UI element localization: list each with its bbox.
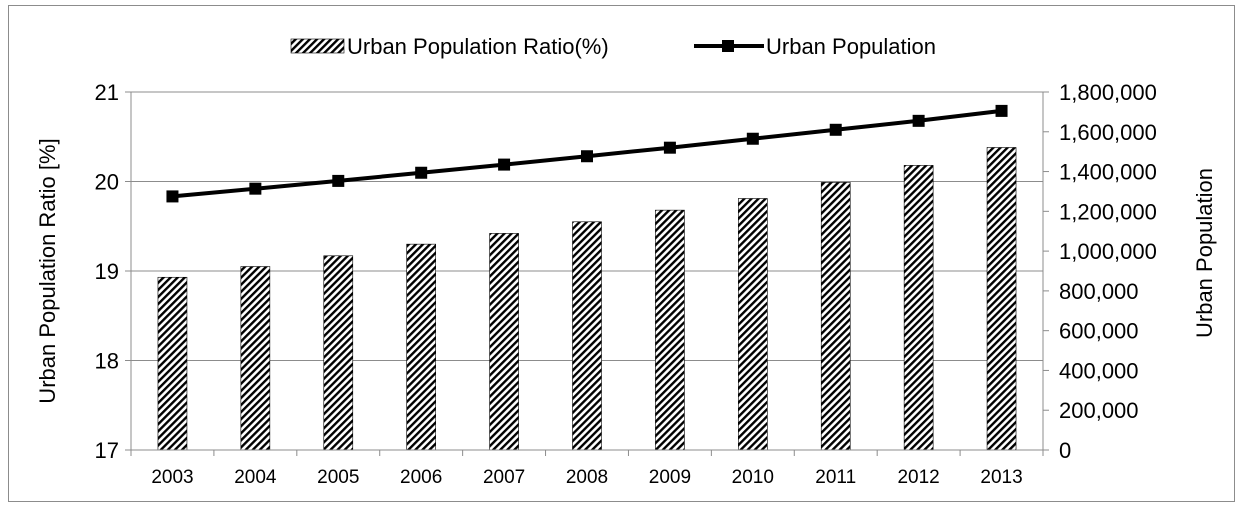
bar-2009 [655, 209, 685, 451]
x-tick-label: 2005 [317, 467, 359, 488]
left-tick-label: 21 [95, 80, 119, 105]
legend-line-label: Urban Population [766, 34, 936, 59]
chart-frame: 17 18 19 20 21 0 200,000 400,000 600,000 800,000 1… [8, 5, 1235, 502]
right-tick-label: 0 [1059, 438, 1071, 463]
bar-2006 [406, 243, 436, 451]
x-tick-label: 2006 [400, 467, 442, 488]
marker-2009 [663, 141, 676, 154]
x-tick-label: 2012 [897, 467, 939, 488]
legend-bar-label: Urban Population Ratio(%) [347, 34, 609, 59]
marker-2006 [415, 166, 428, 179]
marker-2012 [912, 114, 925, 127]
left-tick-label: 17 [95, 438, 119, 463]
left-tick-label: 19 [95, 259, 119, 284]
marker-2011 [829, 123, 842, 136]
legend-line-marker [722, 40, 734, 52]
marker-2013 [995, 104, 1008, 117]
y2-axis-title: Urban Population [1192, 168, 1217, 338]
left-tick-label: 18 [95, 349, 119, 374]
marker-2008 [581, 150, 593, 163]
bar-2005 [323, 255, 354, 451]
legend-bar-swatch [290, 38, 345, 54]
right-tick-label: 600,000 [1059, 319, 1139, 344]
chart-svg: 17 18 19 20 21 0 200,000 400,000 600,000 800,000 1… [35, 34, 1217, 488]
x-tick-label: 2004 [234, 467, 277, 488]
bar-2011 [820, 182, 851, 451]
right-tick-label: 1,800,000 [1059, 80, 1157, 105]
left-tick-label: 20 [95, 170, 119, 195]
x-tick-label: 2010 [732, 467, 774, 488]
right-tick-label: 200,000 [1059, 398, 1139, 423]
x-tick-label: 2009 [649, 467, 691, 488]
x-tick-label: 2011 [815, 467, 856, 488]
bar-2003 [157, 276, 188, 451]
right-tick-label: 400,000 [1059, 358, 1139, 383]
x-tick-label: 2013 [980, 467, 1022, 488]
bar-2008 [572, 221, 602, 451]
x-tick-label: 2003 [151, 467, 193, 488]
y-axis-title: Urban Population Ratio [%] [35, 138, 60, 403]
right-tick-label: 1,400,000 [1059, 160, 1157, 185]
right-tick-label: 800,000 [1059, 279, 1139, 304]
marker-2004 [249, 182, 262, 195]
marker-2005 [332, 174, 345, 187]
right-tick-label: 1,200,000 [1059, 199, 1157, 224]
marker-2003 [166, 190, 179, 203]
marker-2007 [498, 158, 511, 171]
right-tick-label: 1,000,000 [1059, 239, 1157, 264]
bar-2012 [903, 165, 934, 451]
x-tick-label: 2008 [566, 467, 608, 488]
bar-2007 [489, 233, 519, 451]
bar-2013 [986, 147, 1017, 451]
x-tick-label: 2007 [483, 467, 525, 488]
right-tick-label: 1,600,000 [1059, 120, 1157, 145]
bar-2004 [240, 266, 271, 451]
bar-2010 [738, 198, 768, 451]
marker-2010 [746, 132, 759, 145]
